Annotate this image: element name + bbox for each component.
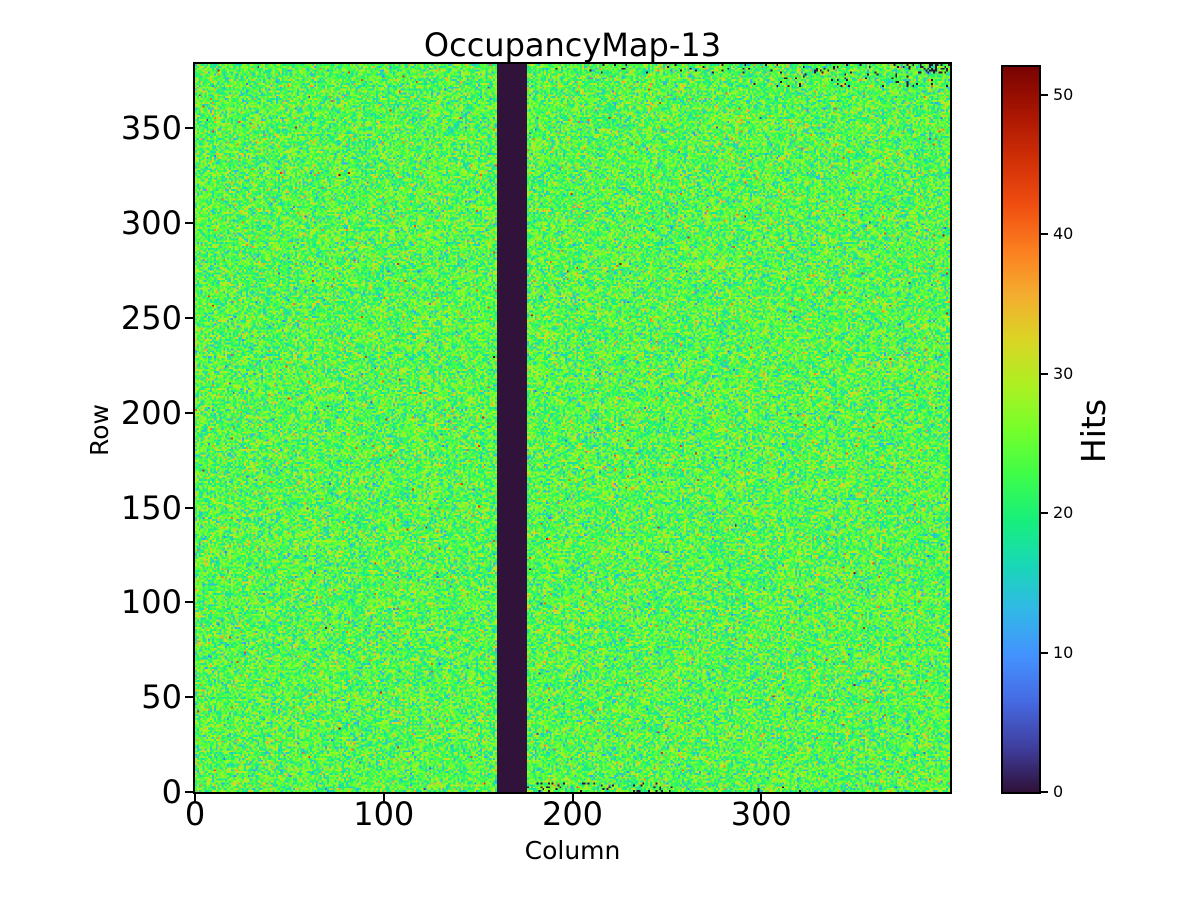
colorbar-tick-label: 50 xyxy=(1053,84,1074,104)
y-tick-label: 100 xyxy=(120,583,182,622)
colorbar-tick-label: 30 xyxy=(1053,363,1074,383)
colorbar-tick-label: 10 xyxy=(1053,642,1074,662)
y-tick-label: 50 xyxy=(141,678,182,717)
y-tick-mark xyxy=(185,222,193,225)
chart-title: OccupancyMap-13 xyxy=(423,26,722,64)
y-tick-label: 250 xyxy=(120,299,182,338)
x-tick-mark xyxy=(382,794,385,802)
colorbar-tick-label: 20 xyxy=(1053,503,1074,523)
y-tick-mark xyxy=(185,127,193,130)
y-tick-mark xyxy=(185,317,193,320)
y-tick-label: 350 xyxy=(120,109,182,148)
colorbar-tick-mark xyxy=(1041,791,1048,793)
x-tick-label: 100 xyxy=(353,795,415,833)
colorbar-tick-mark xyxy=(1041,651,1048,654)
y-tick-mark xyxy=(185,791,193,793)
colorbar-tick-mark xyxy=(1041,233,1048,236)
x-tick-label: 200 xyxy=(541,795,604,833)
colorbar-tick-label: 0 xyxy=(1053,782,1064,801)
colorbar-label: Hits xyxy=(1074,398,1113,464)
y-tick-mark xyxy=(185,411,193,414)
x-axis-label: Column xyxy=(524,836,621,865)
x-tick-label: 300 xyxy=(730,795,792,833)
y-tick-label: 0 xyxy=(161,773,182,811)
heatmap-canvas xyxy=(195,64,950,792)
colorbar-canvas xyxy=(1003,67,1039,792)
x-tick-label: 0 xyxy=(184,795,206,833)
y-tick-label: 150 xyxy=(120,488,182,527)
x-tick-mark xyxy=(760,794,763,802)
y-axis-label: Row xyxy=(85,404,114,456)
colorbar-tick-mark xyxy=(1041,93,1048,96)
y-tick-mark xyxy=(185,506,193,509)
x-tick-mark xyxy=(571,794,574,802)
heatmap-plot-area xyxy=(193,62,952,794)
colorbar xyxy=(1001,65,1041,794)
x-tick-mark xyxy=(194,794,196,802)
y-tick-label: 200 xyxy=(120,393,182,432)
y-tick-mark xyxy=(185,696,193,699)
colorbar-tick-label: 40 xyxy=(1053,224,1074,244)
y-tick-label: 300 xyxy=(120,204,182,243)
colorbar-tick-mark xyxy=(1041,372,1048,375)
colorbar-tick-mark xyxy=(1041,512,1048,515)
y-tick-mark xyxy=(185,601,193,604)
